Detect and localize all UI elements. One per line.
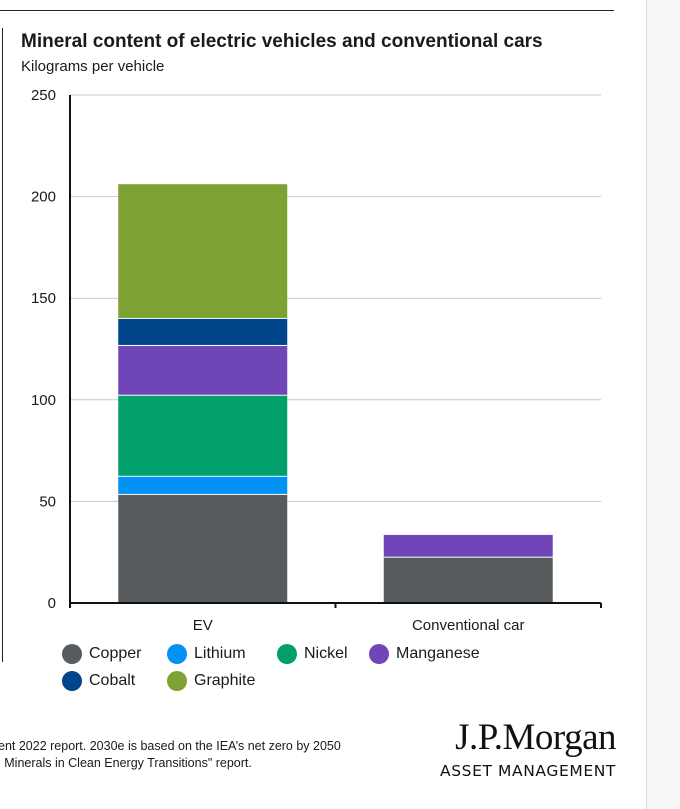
x-tick-labels: EV Conventional car [193,617,525,634]
legend-swatch-icon [167,670,187,691]
legend-row: Cobalt Graphite [62,667,542,694]
footnote-line-1: ent 2022 report. 2030e is based on the I… [0,739,341,753]
side-panel [646,0,680,809]
bar-segment-ev-graphite [118,184,288,318]
y-tick-label-0: 0 [48,595,56,612]
bar-segment-conventional-car-manganese [383,534,553,557]
legend-swatch-icon [62,670,82,691]
legend-swatch-icon [167,643,187,664]
y-tick-labels: 0 50 100 150 200 250 [31,87,56,612]
bar-segment-conventional-car-copper [383,557,553,603]
logo-wordmark: J.P.Morgan [455,717,616,758]
x-tick-label-ev: EV [193,617,213,634]
legend-label: Copper [89,644,142,662]
legend-label: Lithium [194,644,246,662]
y-tick-label-150: 150 [31,290,56,307]
logo-subtitle: ASSET MANAGEMENT [439,762,616,780]
legend-label: Graphite [194,671,256,689]
chart-subtitle: Kilograms per vehicle [21,58,165,75]
x-tick-label-conventional-car: Conventional car [412,617,525,634]
legend-swatch-icon [277,643,297,664]
y-tick-label-50: 50 [39,493,56,510]
footnote-line-2: l Minerals in Clean Energy Transitions" … [0,756,252,770]
legend-item-graphite: Graphite [167,670,277,691]
legend-item-nickel: Nickel [277,643,369,664]
legend-item-cobalt: Cobalt [62,670,167,691]
bar-segment-ev-nickel [118,395,288,476]
bar-segment-ev-copper [118,494,288,603]
chart-title: Mineral content of electric vehicles and… [21,31,543,52]
legend-item-copper: Copper [62,643,167,664]
legend-item-manganese: Manganese [369,643,480,664]
legend-label: Manganese [396,644,480,662]
legend-label: Nickel [304,644,348,662]
bar-segment-ev-manganese [118,345,288,395]
legend-swatch-icon [62,643,82,664]
legend-swatch-icon [369,643,389,664]
left-divider [2,28,3,662]
bar-segment-ev-lithium [118,476,288,494]
footnote: ent 2022 report. 2030e is based on the I… [0,738,400,772]
legend: Copper Lithium Nickel Manganese Cobalt Graphi… [62,640,542,694]
bars [118,184,553,603]
y-tick-label-100: 100 [31,392,56,409]
top-divider [0,10,614,11]
legend-item-lithium: Lithium [167,643,277,664]
axes [69,95,602,608]
jpmorgan-logo: J.P.Morgan ASSET MANAGEMENT [428,717,617,781]
bar-segment-ev-cobalt [118,318,288,345]
y-tick-label-250: 250 [31,87,56,104]
y-tick-label-200: 200 [31,189,56,206]
legend-row: Copper Lithium Nickel Manganese [62,640,542,667]
stacked-bar-chart: 0 50 100 150 200 250 EV Conventional car [31,87,602,634]
legend-label: Cobalt [89,671,136,689]
